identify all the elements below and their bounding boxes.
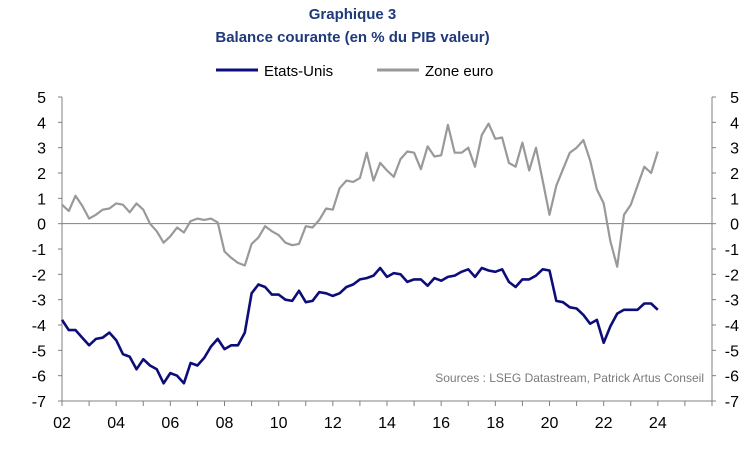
y-tick-label-right: 3 [730,141,739,158]
y-tick-label-right: -7 [725,394,739,411]
y-tick-label-right: -4 [725,318,739,335]
y-tick-label-right: -3 [725,293,739,310]
legend-label-zone-euro: Zone euro [425,63,493,80]
y-tick-label: 1 [37,191,46,208]
chart-title: Balance courante (en % du PIB valeur) [215,29,490,46]
series-line-etats-unis [60,266,659,385]
y-tick-label: -4 [32,318,46,335]
x-tick-label: 18 [486,415,504,432]
y-tick-label-right: 5 [730,90,739,107]
x-tick-label: 10 [270,415,288,432]
y-tick-label: 4 [37,115,46,132]
y-tick-label: -7 [32,394,46,411]
y-tick-label: 3 [37,141,46,158]
x-tick-label: 14 [378,415,396,432]
series-line-zone-euro [61,122,659,268]
y-tick-label: -2 [32,267,46,284]
y-tick-label: -1 [32,242,46,259]
y-tick-label: -6 [32,369,46,386]
legend-label-etats-unis: Etats-Unis [264,63,333,80]
x-tick-label: 08 [216,415,234,432]
y-tick-label-right: -6 [725,369,739,386]
y-tick-label: 5 [37,90,46,107]
x-tick-label: 12 [324,415,342,432]
y-tick-label-right: 1 [730,191,739,208]
source-note: Sources : LSEG Datastream, Patrick Artus… [435,371,704,385]
y-tick-label: -5 [32,343,46,360]
x-tick-label: 24 [649,415,667,432]
y-tick-label: 0 [37,217,46,234]
x-tick-label: 20 [541,415,559,432]
y-tick-label: -3 [32,293,46,310]
y-tick-label-right: -5 [725,343,739,360]
x-tick-label: 06 [161,415,179,432]
x-tick-label: 02 [53,415,71,432]
y-tick-label: 2 [37,166,46,183]
y-tick-label-right: 2 [730,166,739,183]
chart-title-line1: Graphique 3 [308,6,397,23]
y-tick-label-right: 4 [730,115,739,132]
x-tick-label: 16 [432,415,450,432]
y-tick-label-right: -1 [725,242,739,259]
x-tick-label: 22 [595,415,613,432]
y-tick-label-right: 0 [730,217,739,234]
x-tick-label: 04 [107,415,125,432]
y-tick-label-right: -2 [725,267,739,284]
